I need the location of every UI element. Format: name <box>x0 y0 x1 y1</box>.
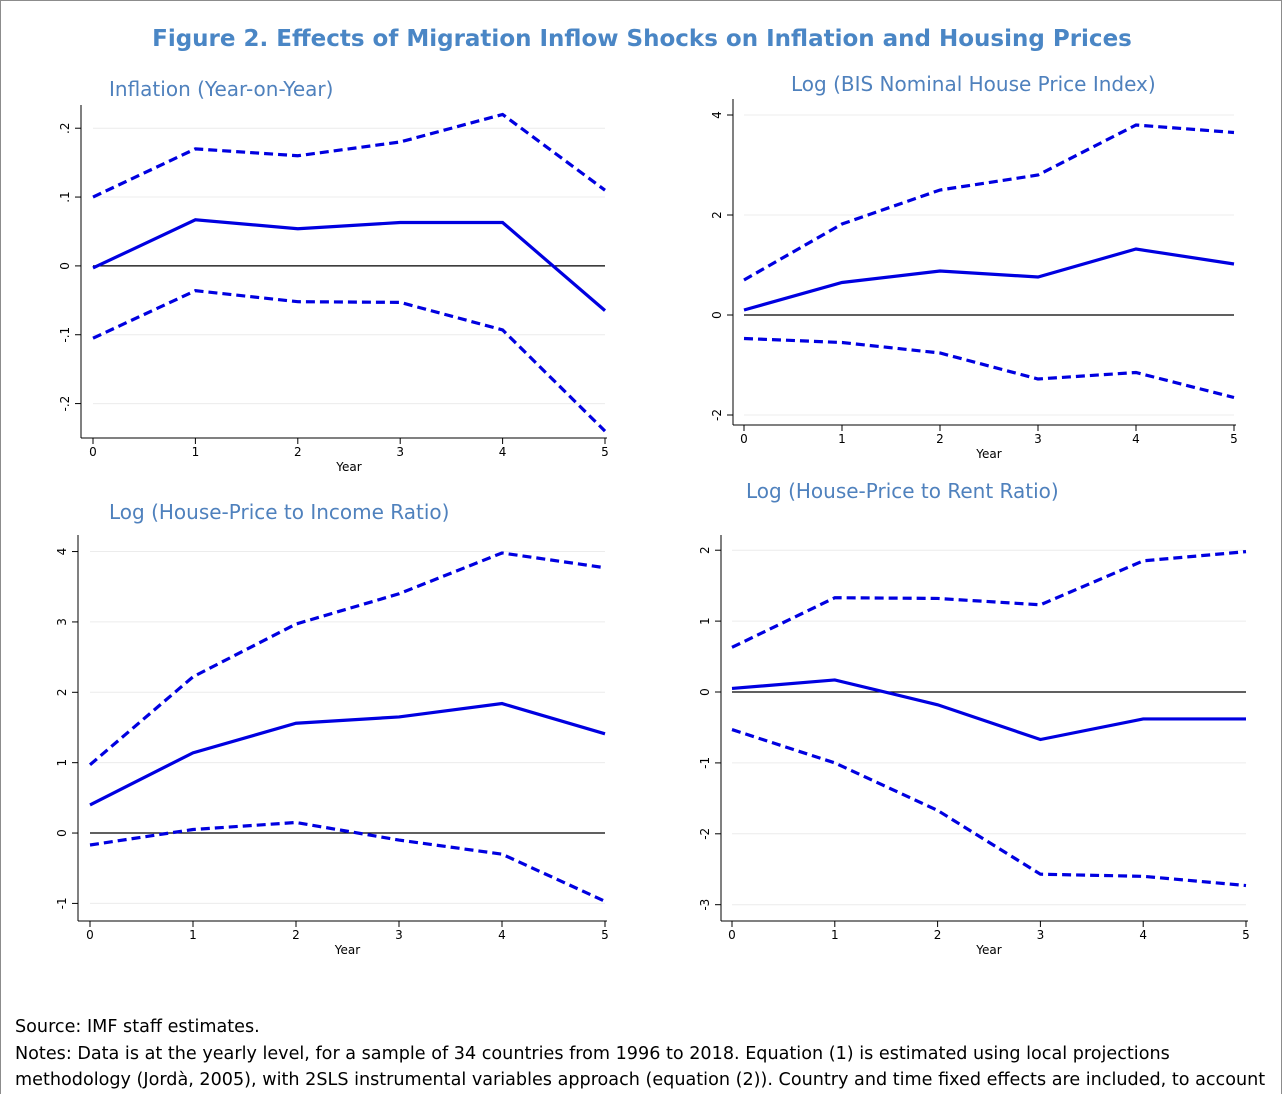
series-line <box>743 123 1235 282</box>
x-tick-label: 1 <box>831 928 839 942</box>
y-tick-label: 2 <box>55 688 69 696</box>
y-tick-label: 4 <box>55 548 69 556</box>
figure-title: Figure 2. Effects of Migration Inflow Sh… <box>152 26 1132 52</box>
y-tick-label: .1 <box>58 191 72 202</box>
y-tick-label: 2 <box>710 211 724 219</box>
x-tick-label: 1 <box>192 445 200 459</box>
x-tick-label: 3 <box>396 445 404 459</box>
x-tick-label: 4 <box>498 928 506 942</box>
series-line <box>92 289 607 433</box>
subplot-title: Log (House-Price to Rent Ratio) <box>746 479 1059 503</box>
series-line <box>731 728 1247 888</box>
y-tick-label: -1 <box>698 757 712 769</box>
x-tick-label: 0 <box>89 445 97 459</box>
x-tick-label: 3 <box>395 928 403 942</box>
y-tick-label: -.2 <box>58 396 72 412</box>
series-line <box>731 678 1246 742</box>
charts: Figure 2. Effects of Migration Inflow Sh… <box>55 26 1250 957</box>
x-axis-label: Year <box>335 460 361 474</box>
series-line <box>743 247 1235 312</box>
x-tick-label: 1 <box>838 432 846 446</box>
x-tick-label: 2 <box>294 445 302 459</box>
series-line <box>88 551 606 766</box>
y-tick-label: -1 <box>55 897 69 909</box>
series-line <box>92 112 606 199</box>
x-axis-label: Year <box>975 943 1001 957</box>
y-tick-label: 0 <box>710 311 724 319</box>
x-tick-label: 5 <box>601 928 609 942</box>
x-tick-label: 3 <box>1037 928 1045 942</box>
subplot-title: Log (BIS Nominal House Price Index) <box>791 72 1156 96</box>
y-tick-label: -2 <box>698 828 712 840</box>
x-tick-label: 0 <box>86 928 94 942</box>
y-tick-label: 2 <box>698 546 712 554</box>
x-tick-label: 2 <box>934 928 942 942</box>
x-tick-label: 5 <box>601 445 609 459</box>
y-tick-label: -2 <box>710 409 724 421</box>
y-tick-label: 0 <box>55 829 69 837</box>
y-tick-label: -.1 <box>58 327 72 343</box>
y-tick-label: -3 <box>698 899 712 911</box>
source: Source: IMF staff estimates. <box>15 1017 260 1037</box>
y-tick-label: 1 <box>55 759 69 767</box>
series-line <box>89 820 606 903</box>
series-line <box>92 218 607 312</box>
series-line <box>743 336 1235 400</box>
y-tick-label: 0 <box>698 688 712 696</box>
y-tick-label: 0 <box>58 262 72 270</box>
x-tick-label: 0 <box>728 928 736 942</box>
x-tick-label: 5 <box>1230 432 1238 446</box>
series-line <box>89 701 606 807</box>
x-tick-label: 4 <box>1139 928 1147 942</box>
y-tick-label: .2 <box>58 122 72 133</box>
subplot-title: Log (House-Price to Income Ratio) <box>109 500 449 524</box>
x-tick-label: 2 <box>292 928 300 942</box>
y-tick-label: 1 <box>698 617 712 625</box>
x-tick-label: 4 <box>1132 432 1140 446</box>
x-tick-label: 1 <box>189 928 197 942</box>
x-tick-label: 5 <box>1242 928 1250 942</box>
x-tick-label: 4 <box>499 445 507 459</box>
series-line <box>731 550 1247 649</box>
x-axis-label: Year <box>975 447 1001 461</box>
x-tick-label: 0 <box>740 432 748 446</box>
y-tick-label: 3 <box>55 618 69 626</box>
y-tick-label: 4 <box>710 111 724 119</box>
subplot-title: Inflation (Year-on-Year) <box>109 77 333 101</box>
x-axis-label: Year <box>334 943 360 957</box>
x-tick-label: 3 <box>1034 432 1042 446</box>
x-tick-label: 2 <box>936 432 944 446</box>
notes: Notes: Data is at the yearly level, for … <box>15 1044 1266 1090</box>
